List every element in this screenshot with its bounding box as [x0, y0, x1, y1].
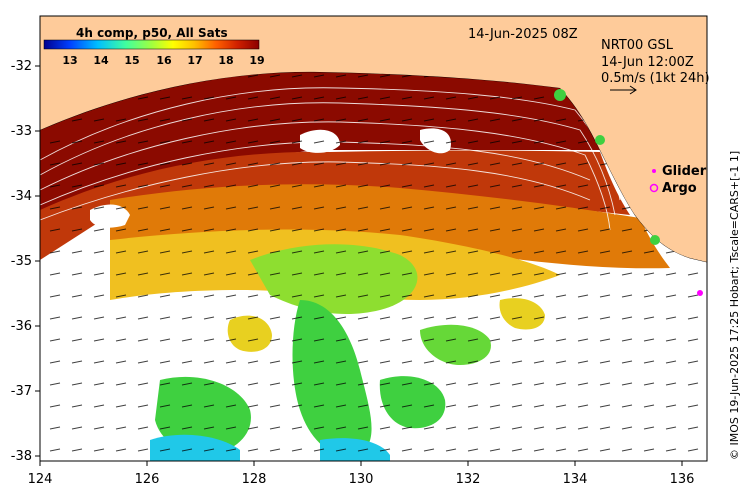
- colorbar-tick: 15: [124, 54, 139, 67]
- y-axis-label: -32: [11, 59, 32, 74]
- x-axis-label: 128: [242, 472, 267, 487]
- glider-marker: [652, 169, 656, 173]
- x-axis-label: 136: [670, 472, 695, 487]
- date-title: 14-Jun-2025 08Z: [468, 27, 578, 42]
- velocity-scale-arrow: [610, 85, 637, 95]
- x-axis-label: 130: [349, 472, 374, 487]
- colorbar-gradient: [43, 39, 260, 50]
- colorbar-title: 4h comp, p50, All Sats: [76, 26, 228, 40]
- argo-marker: [649, 183, 659, 193]
- x-axis-label: 124: [28, 472, 53, 487]
- coast-green-1: [554, 89, 566, 101]
- land-mask: [40, 16, 707, 262]
- x-axis-label: 134: [563, 472, 588, 487]
- colorbar-tick: 18: [218, 54, 233, 67]
- y-axis-labels: -32 -33 -34 -35 -36 -37 -38: [11, 59, 32, 464]
- y-axis-label: -36: [11, 319, 32, 334]
- y-axis-label: -33: [11, 124, 32, 139]
- coast-green-2: [595, 135, 605, 145]
- velocity-time: 14-Jun 12:00Z: [601, 55, 694, 70]
- y-axis-label: -38: [11, 449, 32, 464]
- plot-area: [40, 16, 707, 461]
- colorbar-tick: 13: [62, 54, 77, 67]
- x-axis-label: 132: [456, 472, 481, 487]
- coast-green-3: [650, 235, 660, 245]
- plot-frame: [39, 15, 708, 462]
- y-axis-label: -34: [11, 189, 32, 204]
- velocity-source: NRT00 GSL: [601, 38, 674, 53]
- colorbar-tick-labels: 13 14 15 16 17 18 19: [62, 54, 264, 67]
- credit-text: © IMOS 19-Jun-2025 17:25 Hobart; Tscale=…: [728, 150, 741, 460]
- glider-label: Glider: [662, 164, 707, 179]
- colorbar-tick: 17: [187, 54, 202, 67]
- platform-marker: [697, 290, 703, 296]
- argo-label: Argo: [662, 181, 697, 196]
- colorbar-tick: 14: [93, 54, 109, 67]
- x-axis-label: 126: [135, 472, 160, 487]
- x-axis-labels: 124 126 128 130 132 134 136: [28, 472, 695, 487]
- y-axis-label: -35: [11, 254, 32, 269]
- colorbar: [43, 39, 260, 50]
- colorbar-tick: 16: [156, 54, 172, 67]
- y-axis-label: -37: [11, 384, 32, 399]
- y-ticks: [35, 65, 40, 457]
- x-ticks: [39, 461, 683, 466]
- velocity-scale-label: 0.5m/s (1kt 24h): [601, 71, 710, 86]
- colorbar-tick: 19: [249, 54, 264, 67]
